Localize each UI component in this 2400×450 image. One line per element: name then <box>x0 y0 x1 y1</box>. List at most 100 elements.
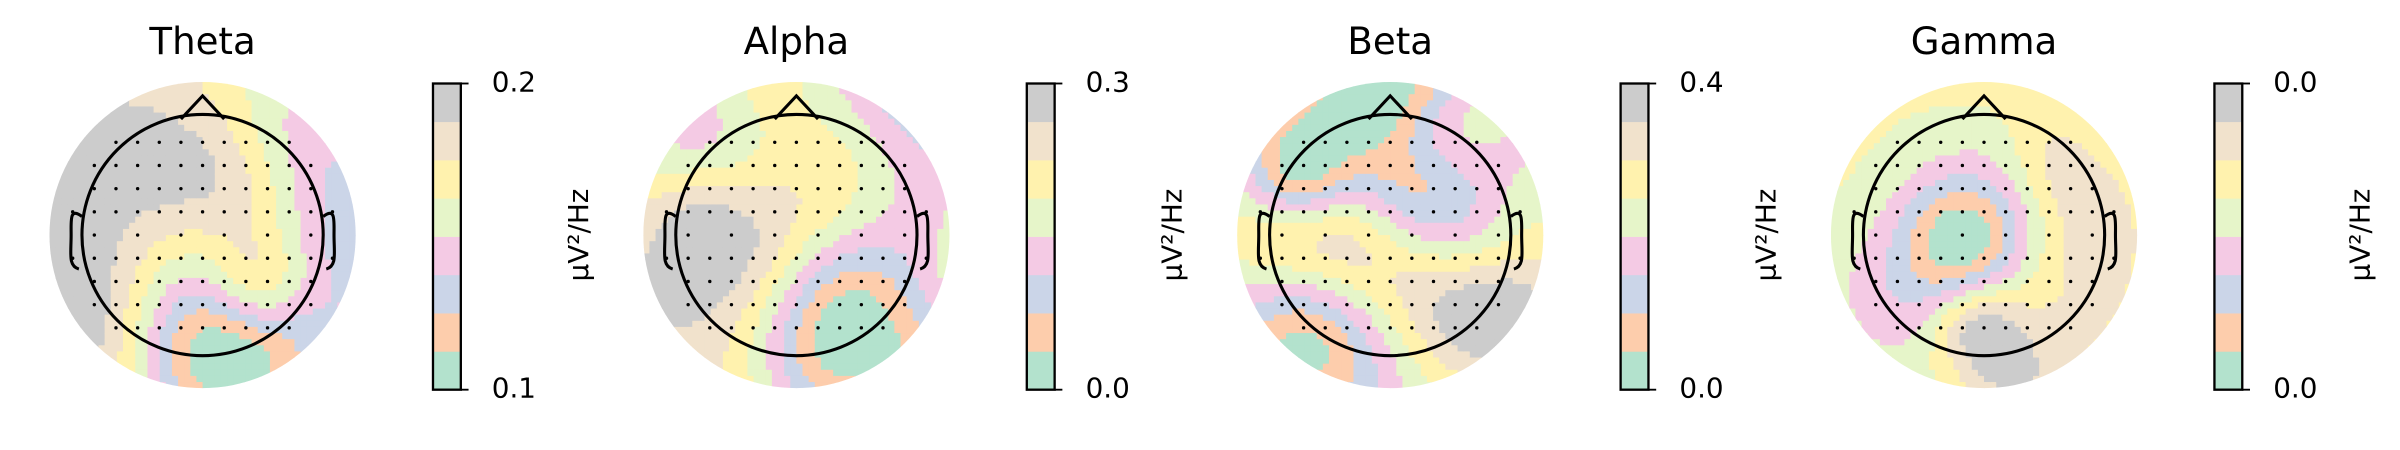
map-cell <box>325 259 332 267</box>
map-cell <box>918 375 926 383</box>
map-cell <box>753 284 761 291</box>
map-cell <box>153 302 161 309</box>
map-cell <box>251 216 259 224</box>
map-cell <box>839 216 846 224</box>
map-cell <box>245 247 253 254</box>
map-cell <box>833 369 840 377</box>
map-cell <box>92 94 99 101</box>
map-cell <box>894 357 901 365</box>
map-cell <box>325 167 332 175</box>
map-cell <box>227 290 234 297</box>
map-cell <box>300 124 308 132</box>
map-cell <box>851 88 859 95</box>
map-cell <box>178 308 185 316</box>
map-cell <box>312 173 320 181</box>
map-cell <box>233 284 240 291</box>
map-cell <box>135 216 142 224</box>
sensor <box>222 302 226 307</box>
map-cell <box>318 284 326 291</box>
map-cell <box>857 369 865 377</box>
map-cell <box>882 290 889 297</box>
map-cell <box>698 333 706 340</box>
map-cell <box>67 100 75 107</box>
map-cell <box>263 222 271 230</box>
map-cell <box>337 351 344 358</box>
map-cell <box>827 345 834 352</box>
map-cell <box>906 106 914 114</box>
map-cell <box>318 204 326 212</box>
map-cell <box>233 314 240 322</box>
map-cell <box>184 124 191 132</box>
map-cell <box>349 247 356 254</box>
map-cell <box>337 271 344 279</box>
map-cell <box>851 228 859 236</box>
map-cell <box>55 192 63 199</box>
map-cell <box>306 100 314 107</box>
map-cell <box>704 369 712 377</box>
map-cell <box>906 259 914 267</box>
map-cell <box>325 241 332 248</box>
map-cell <box>122 228 130 236</box>
map-cell <box>233 247 240 254</box>
map-cell <box>227 247 234 254</box>
map-cell <box>49 363 57 371</box>
map-cell <box>814 192 822 199</box>
map-cell <box>61 375 69 383</box>
map-cell <box>759 259 767 267</box>
map-cell <box>747 155 754 163</box>
map-cell <box>845 149 852 156</box>
map-cell <box>220 192 228 199</box>
map-cell <box>894 149 901 156</box>
map-cell <box>349 290 356 297</box>
map-cell <box>918 81 926 89</box>
map-cell <box>239 277 246 285</box>
map-cell <box>141 210 148 218</box>
map-cell <box>931 100 938 107</box>
map-cell <box>673 118 681 126</box>
map-cell <box>257 241 265 248</box>
map-cell <box>276 124 283 132</box>
map-cell <box>796 375 803 383</box>
map-cell <box>288 265 295 273</box>
map-cell <box>894 216 901 224</box>
map-cell <box>882 100 889 107</box>
map-cell <box>306 130 314 138</box>
map-cell <box>178 137 185 144</box>
map-cell <box>857 296 865 303</box>
map-cell <box>857 314 865 322</box>
map-cell <box>808 357 816 365</box>
map-cell <box>245 210 253 218</box>
map-cell <box>159 88 167 95</box>
map-cell <box>184 81 191 89</box>
map-cell <box>863 277 871 285</box>
map-cell <box>729 222 736 230</box>
map-cell <box>643 326 650 334</box>
map-cell <box>814 235 822 242</box>
map-cell <box>306 271 314 279</box>
map-cell <box>220 290 228 297</box>
map-cell <box>747 149 754 156</box>
map-cell <box>827 375 834 383</box>
map-cell <box>704 326 712 334</box>
map-cell <box>202 216 210 224</box>
map-cell <box>276 149 283 156</box>
map-cell <box>649 314 657 322</box>
map-cell <box>159 161 167 169</box>
map-cell <box>924 149 932 156</box>
map-cell <box>165 375 173 383</box>
map-cell <box>729 137 736 144</box>
map-cell <box>931 198 938 205</box>
map-cell <box>129 173 136 181</box>
map-cell <box>269 88 277 95</box>
map-cell <box>153 247 161 254</box>
map-cell <box>778 357 785 365</box>
map-cell <box>808 241 816 248</box>
map-cell <box>159 333 167 340</box>
sensor <box>222 233 226 237</box>
map-cell <box>343 345 351 352</box>
map-cell <box>239 259 246 267</box>
map-cell <box>710 308 718 316</box>
map-cell <box>147 247 155 254</box>
map-cell <box>239 124 246 132</box>
map-cell <box>61 81 69 89</box>
